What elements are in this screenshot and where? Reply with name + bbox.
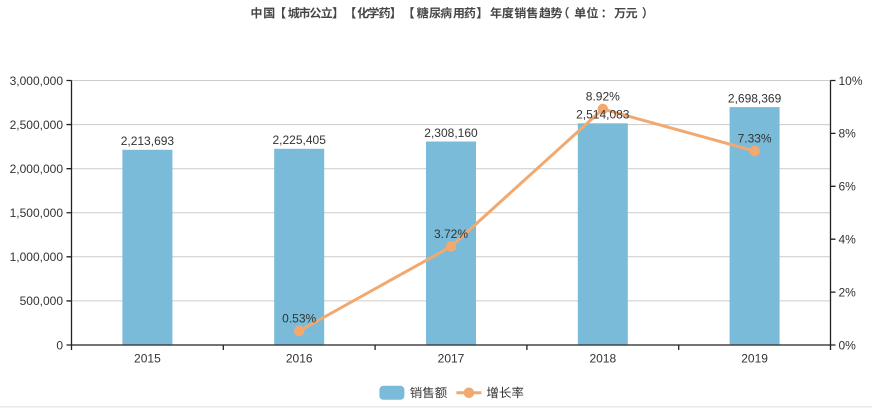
svg-text:4%: 4% (839, 233, 857, 247)
svg-text:0%: 0% (839, 338, 857, 352)
svg-text:2,698,369: 2,698,369 (728, 92, 782, 106)
svg-text:3,000,000: 3,000,000 (10, 74, 64, 88)
svg-text:2018: 2018 (589, 351, 616, 365)
svg-text:500,000: 500,000 (20, 294, 64, 308)
svg-text:2,213,693: 2,213,693 (121, 134, 175, 148)
svg-text:0: 0 (56, 338, 63, 352)
svg-text:8%: 8% (839, 127, 857, 141)
svg-text:0.53%: 0.53% (282, 311, 316, 325)
svg-text:2017: 2017 (438, 351, 465, 365)
svg-text:2015: 2015 (134, 351, 161, 365)
svg-text:2,514,083: 2,514,083 (576, 108, 630, 122)
svg-text:8.92%: 8.92% (586, 89, 620, 103)
svg-text:2,000,000: 2,000,000 (10, 162, 64, 176)
svg-text:2019: 2019 (741, 351, 768, 365)
svg-text:3.72%: 3.72% (434, 227, 468, 241)
svg-text:10%: 10% (839, 74, 863, 88)
svg-text:2,500,000: 2,500,000 (10, 118, 64, 132)
svg-text:2016: 2016 (286, 351, 313, 365)
svg-text:2%: 2% (839, 285, 857, 299)
svg-text:1,000,000: 1,000,000 (10, 250, 64, 264)
svg-text:7.33%: 7.33% (738, 131, 772, 145)
svg-text:6%: 6% (839, 180, 857, 194)
svg-text:1,500,000: 1,500,000 (10, 206, 64, 220)
svg-text:2,308,160: 2,308,160 (424, 126, 478, 140)
svg-text:2,225,405: 2,225,405 (273, 133, 327, 147)
